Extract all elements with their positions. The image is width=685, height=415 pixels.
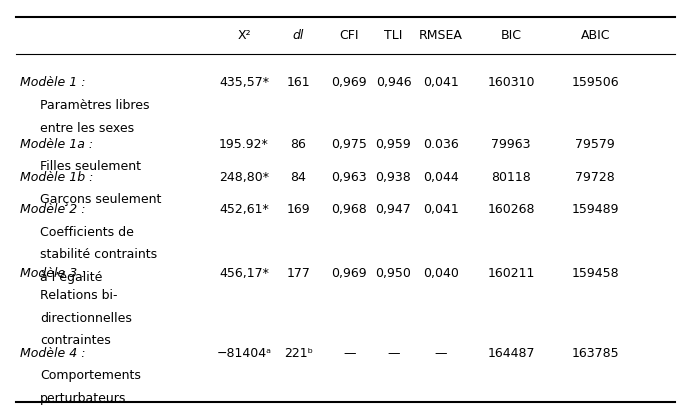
Text: Modèle 1b :: Modèle 1b : <box>20 171 93 184</box>
Text: 248,80*: 248,80* <box>219 171 269 184</box>
Text: 0,044: 0,044 <box>423 171 459 184</box>
Text: Modèle 1 :: Modèle 1 : <box>20 76 85 90</box>
Text: 163785: 163785 <box>571 347 619 360</box>
Text: 169: 169 <box>286 203 310 216</box>
Text: 0,975: 0,975 <box>332 138 367 151</box>
Text: Garçons seulement: Garçons seulement <box>40 193 162 206</box>
Text: 0,950: 0,950 <box>375 267 412 280</box>
Text: X²: X² <box>237 29 251 42</box>
Text: Comportements: Comportements <box>40 369 141 382</box>
Text: 456,17*: 456,17* <box>219 267 269 280</box>
Text: 0,947: 0,947 <box>375 203 411 216</box>
Text: RMSEA: RMSEA <box>419 29 463 42</box>
Text: 80118: 80118 <box>491 171 531 184</box>
Text: 164487: 164487 <box>487 347 535 360</box>
Text: 195.92*: 195.92* <box>219 138 269 151</box>
Text: 159506: 159506 <box>571 76 619 90</box>
Text: 221ᵇ: 221ᵇ <box>284 347 313 360</box>
Text: contraintes: contraintes <box>40 334 111 347</box>
Text: 0,969: 0,969 <box>332 267 367 280</box>
Text: 0,963: 0,963 <box>332 171 367 184</box>
Text: 0,959: 0,959 <box>375 138 411 151</box>
Text: 159489: 159489 <box>571 203 619 216</box>
Text: Filles seulement: Filles seulement <box>40 161 141 173</box>
Text: Modèle 4 :: Modèle 4 : <box>20 347 85 360</box>
Text: 0,041: 0,041 <box>423 76 459 90</box>
Text: —: — <box>343 347 356 360</box>
Text: 0,041: 0,041 <box>423 203 459 216</box>
Text: 79963: 79963 <box>491 138 531 151</box>
Text: CFI: CFI <box>340 29 359 42</box>
Text: 0,969: 0,969 <box>332 76 367 90</box>
Text: Relations bi-: Relations bi- <box>40 289 118 303</box>
Text: 160211: 160211 <box>487 267 535 280</box>
Text: 84: 84 <box>290 171 306 184</box>
Text: 177: 177 <box>286 267 310 280</box>
Text: Modèle 3 :: Modèle 3 : <box>20 267 85 280</box>
Text: 79728: 79728 <box>575 171 615 184</box>
Text: TLI: TLI <box>384 29 403 42</box>
Text: 0,040: 0,040 <box>423 267 459 280</box>
Text: —: — <box>435 347 447 360</box>
Text: stabilité contraints: stabilité contraints <box>40 249 158 261</box>
Text: —: — <box>387 347 400 360</box>
Text: entre les sexes: entre les sexes <box>40 122 134 134</box>
Text: 160268: 160268 <box>487 203 535 216</box>
Text: à l’égalité: à l’égalité <box>40 271 103 284</box>
Text: 0,946: 0,946 <box>375 76 411 90</box>
Text: 0.036: 0.036 <box>423 138 459 151</box>
Text: BIC: BIC <box>501 29 521 42</box>
Text: 160310: 160310 <box>487 76 535 90</box>
Text: Paramètres libres: Paramètres libres <box>40 99 149 112</box>
Text: perturbateurs: perturbateurs <box>40 392 127 405</box>
Text: 79579: 79579 <box>575 138 615 151</box>
Text: dl: dl <box>292 29 304 42</box>
Text: −81404ᵃ: −81404ᵃ <box>216 347 271 360</box>
Text: 0,938: 0,938 <box>375 171 411 184</box>
Text: Coefficients de: Coefficients de <box>40 226 134 239</box>
Text: 86: 86 <box>290 138 306 151</box>
Text: directionnelles: directionnelles <box>40 312 132 325</box>
Text: 435,57*: 435,57* <box>219 76 269 90</box>
Text: Modèle 1a :: Modèle 1a : <box>20 138 93 151</box>
Text: Modèle 2 :: Modèle 2 : <box>20 203 85 216</box>
Text: 159458: 159458 <box>571 267 619 280</box>
Text: 161: 161 <box>286 76 310 90</box>
Text: ABIC: ABIC <box>580 29 610 42</box>
Text: 452,61*: 452,61* <box>219 203 269 216</box>
Text: 0,968: 0,968 <box>332 203 367 216</box>
